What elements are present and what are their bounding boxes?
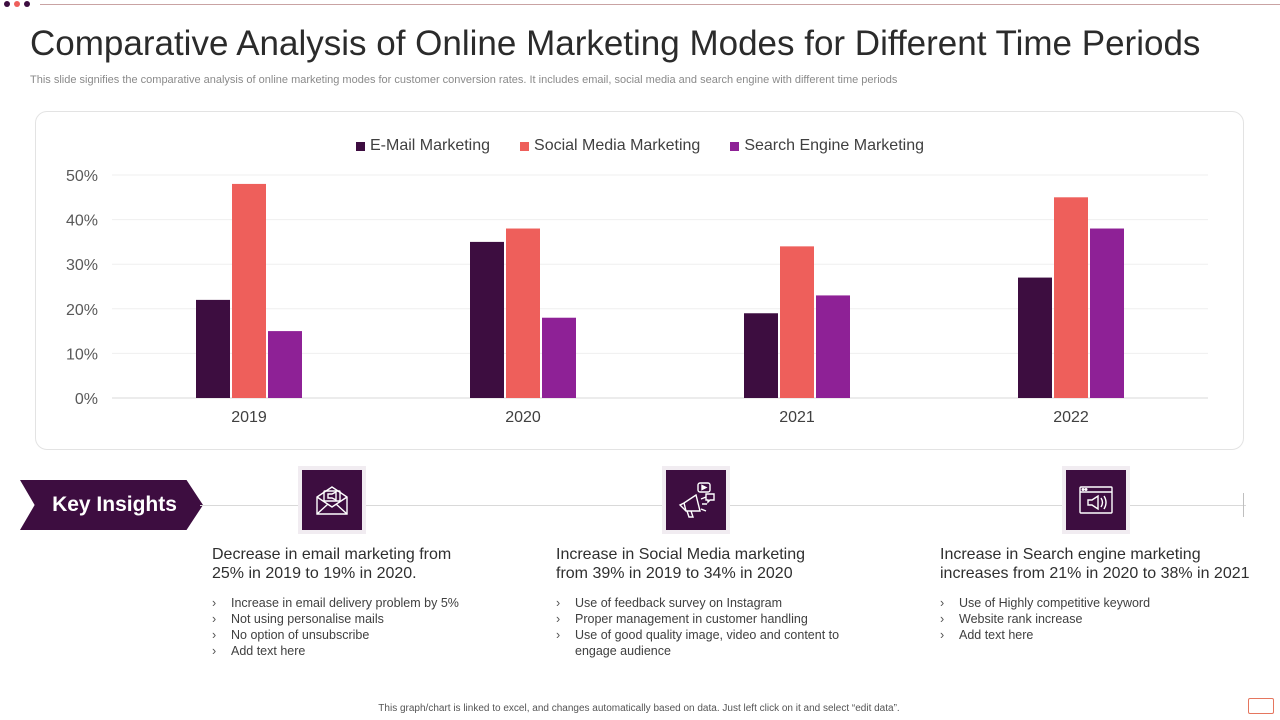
insight-social-heading-line2: from 39% in 2019 to 34% in 2020	[556, 565, 793, 582]
list-item: Not using personalise mails	[212, 611, 459, 627]
x-tick-label: 2022	[1053, 409, 1089, 426]
bar-chart: 0% 10% 20% 30% 40% 50% 2019 2020 2021 2022	[66, 168, 1208, 426]
y-tick-label: 0%	[75, 391, 98, 408]
list-item: Add text here	[212, 643, 459, 659]
email-megaphone-icon	[316, 486, 348, 515]
bar-2019-2	[268, 331, 302, 398]
bar-2021-2	[816, 295, 850, 398]
dot-2	[14, 1, 20, 7]
insight-social-heading-line1: Increase in Social Media marketing	[556, 546, 806, 563]
list-item: Website rank increase	[940, 611, 1250, 627]
list-item: Add text here	[940, 627, 1250, 643]
legend-label-email: E-Mail Marketing	[370, 137, 491, 154]
page-subtitle: This slide signifies the comparative ana…	[30, 74, 898, 86]
page-title: Comparative Analysis of Online Marketing…	[30, 24, 1201, 63]
bar-2020-2	[542, 317, 576, 398]
social-megaphone-icon	[678, 482, 715, 518]
bar-2019-1	[232, 183, 266, 398]
insight-social-bullets: Use of feedback survey on Instagram Prop…	[556, 595, 839, 659]
insight-search-heading-line1: Increase in Search engine marketing	[940, 546, 1201, 563]
list-item: Increase in email delivery problem by 5%	[212, 595, 459, 611]
bar-2019-0	[196, 299, 230, 398]
search-browser-megaphone-icon	[1079, 486, 1113, 514]
bar-2021-0	[744, 313, 778, 398]
insight-email-heading-line1: Decrease in email marketing from	[212, 546, 452, 563]
dot-3	[24, 1, 30, 7]
y-tick-label: 20%	[66, 302, 98, 319]
insight-search-bullets: Use of Highly competitive keyword Websit…	[940, 595, 1250, 643]
footer-note: This graph/chart is linked to excel, and…	[378, 703, 900, 714]
top-divider	[40, 4, 1280, 5]
bar-2022-2	[1090, 228, 1124, 398]
bar-2022-1	[1054, 197, 1088, 398]
email-icon-box	[298, 466, 366, 534]
legend-item-email: E-Mail Marketing	[356, 137, 490, 155]
bar-2021-1	[780, 246, 814, 398]
presentation-icon	[1248, 698, 1274, 714]
bar-2022-0	[1018, 277, 1052, 398]
list-item: Proper management in customer handling	[556, 611, 839, 627]
list-item: Use of feedback survey on Instagram	[556, 595, 839, 611]
insight-email-heading-line2: 25% in 2019 to 19% in 2020.	[212, 565, 417, 582]
insight-social: Increase in Social Media marketing from …	[556, 545, 839, 659]
decorative-dots	[4, 1, 30, 7]
insight-email-heading: Decrease in email marketing from 25% in …	[212, 545, 459, 583]
legend-label-search: Search Engine Marketing	[744, 137, 924, 154]
chart-legend: E-Mail Marketing Social Media Marketing …	[0, 137, 1280, 155]
x-tick-label: 2019	[231, 409, 267, 426]
legend-swatch-search	[730, 141, 740, 151]
key-insights-banner: Key Insights	[20, 480, 203, 530]
y-tick-label: 10%	[66, 346, 98, 363]
list-item: Use of good quality image, video and con…	[556, 627, 839, 643]
insight-search-heading-line2: increases from 21% in 2020 to 38% in 202…	[940, 565, 1250, 582]
x-tick-label: 2021	[779, 409, 815, 426]
search-icon-box	[1062, 466, 1130, 534]
dot-1	[4, 1, 10, 7]
legend-label-social: Social Media Marketing	[534, 137, 701, 154]
legend-swatch-social	[520, 141, 530, 151]
list-item: Use of Highly competitive keyword	[940, 595, 1250, 611]
bar-2020-0	[470, 241, 504, 398]
timeline-end-marker	[1243, 493, 1244, 517]
insight-email-bullets: Increase in email delivery problem by 5%…	[212, 595, 459, 659]
list-item: No option of unsubscribe	[212, 627, 459, 643]
legend-item-search: Search Engine Marketing	[730, 137, 924, 155]
insight-search-heading: Increase in Search engine marketing incr…	[940, 545, 1250, 583]
legend-item-social: Social Media Marketing	[520, 137, 700, 155]
social-icon-box	[662, 466, 730, 534]
y-tick-label: 30%	[66, 257, 98, 274]
x-tick-label: 2020	[505, 409, 541, 426]
chart-card	[35, 111, 1244, 450]
bar-2020-1	[506, 228, 540, 398]
y-tick-label: 50%	[66, 168, 98, 185]
insight-search: Increase in Search engine marketing incr…	[940, 545, 1250, 643]
insight-email: Decrease in email marketing from 25% in …	[212, 545, 459, 659]
y-tick-label: 40%	[66, 213, 98, 230]
list-item: engage audience	[575, 644, 671, 658]
legend-swatch-email	[356, 141, 365, 151]
insight-social-heading: Increase in Social Media marketing from …	[556, 545, 839, 583]
